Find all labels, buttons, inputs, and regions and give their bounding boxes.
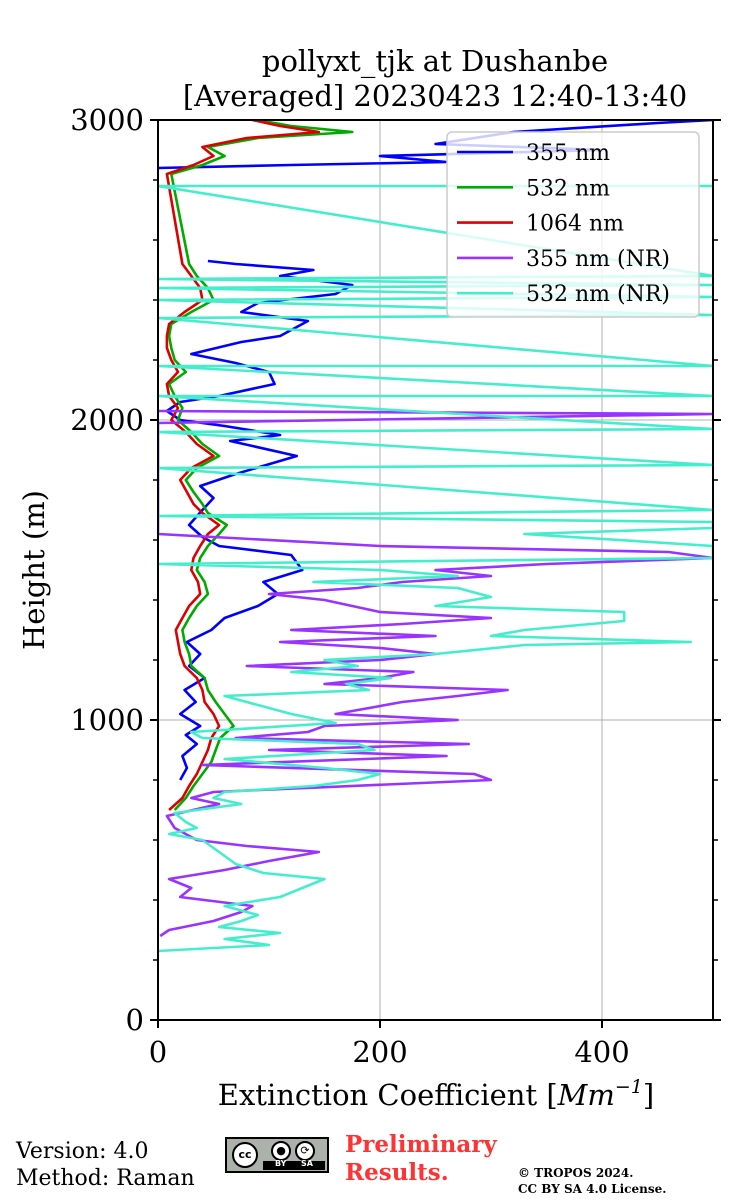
legend: 355 nm 532 nm 1064 nm 355 nm (NR) 532 nm (NR…: [446, 131, 700, 318]
plot-frame: [157, 119, 714, 1021]
x-axis-label-exp: −1: [615, 1076, 643, 1098]
axis-ticks: 0 200 400 0 1000 2000 3000: [70, 103, 721, 1069]
series-line-532-nm-nr: [158, 184, 713, 953]
series-line-1064-nm: [165, 120, 321, 811]
version-text: Version: 4.0: [16, 1139, 149, 1164]
copyright-line1: © TROPOS 2024.: [518, 1166, 634, 1180]
badge-by-text: BY: [275, 1159, 287, 1168]
badge-sa-text: SA: [301, 1159, 313, 1168]
y-tick-label-2: 2000: [70, 403, 144, 437]
x-axis-label-unit: Mm: [557, 1078, 615, 1112]
preliminary-line2: Results.: [345, 1159, 449, 1186]
license-strip: BY SA: [263, 1159, 325, 1170]
x-tick-label-2: 400: [574, 1035, 629, 1069]
chart-title-line2: [Averaged] 20230423 12:40-13:40: [183, 79, 687, 113]
copyright-line2: CC BY SA 4.0 License.: [518, 1182, 667, 1196]
y-axis-label: Height (m): [17, 490, 51, 650]
y-tick-label-1: 1000: [70, 703, 144, 737]
preliminary-results-text: Preliminary Results.: [345, 1131, 497, 1187]
y-tick-label-0: 0: [126, 1003, 144, 1037]
series-line-532-nm: [167, 120, 354, 811]
x-axis-label-main: Extinction Coefficient [: [218, 1078, 558, 1112]
legend-label-1064-nm: 1064 nm: [526, 212, 624, 237]
x-axis-label-close: ]: [643, 1078, 654, 1112]
x-tick-label-1: 200: [352, 1035, 407, 1069]
by-person-icon: ●: [271, 1141, 291, 1161]
legend-label-355-nm: 355 nm: [526, 141, 610, 166]
chart-title-line1: pollyxt_tjk at Dushanbe: [262, 44, 608, 79]
legend-box: [446, 131, 700, 318]
footer-info: Version: 4.0 Method: Raman: [16, 1138, 195, 1192]
cc-logo-icon: cc: [232, 1142, 258, 1168]
preliminary-line1: Preliminary: [345, 1131, 497, 1158]
sa-share-icon: ⟳: [295, 1141, 315, 1161]
x-axis-label: Extinction Coefficient [Mm−1]: [218, 1076, 654, 1112]
legend-label-532-nm: 532 nm: [526, 176, 610, 201]
copyright-text: © TROPOS 2024. CC BY SA 4.0 License.: [518, 1165, 666, 1197]
method-text: Method: Raman: [16, 1166, 195, 1191]
legend-label-355-nm-nr: 355 nm (NR): [526, 247, 670, 272]
series-line-355-nm-nr: [158, 409, 713, 938]
series-line-355-nm: [165, 259, 354, 781]
legend-label-532-nm-nr: 532 nm (NR): [526, 282, 670, 307]
y-tick-label-3: 3000: [70, 103, 144, 137]
x-tick-label-0: 0: [149, 1035, 167, 1069]
cc-by-sa-license-icon: cc ● ⟳ BY SA: [225, 1137, 329, 1173]
